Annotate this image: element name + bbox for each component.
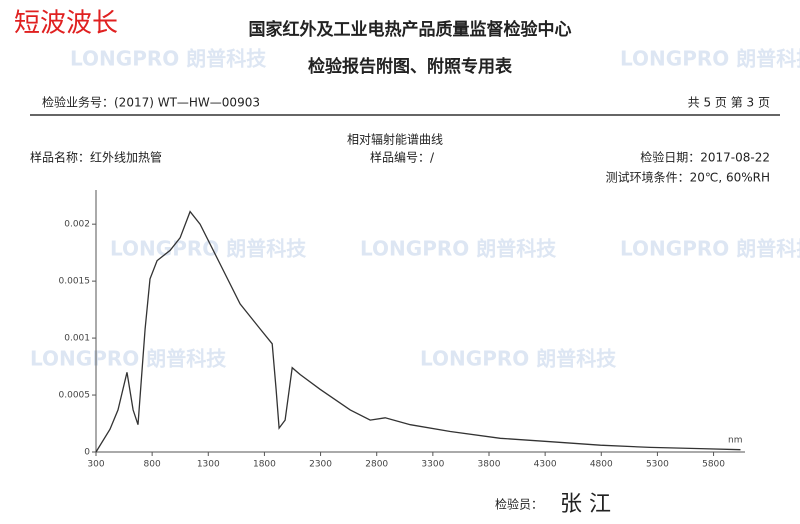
- chart-title: 相对辐射能谱曲线: [347, 132, 443, 147]
- watermark: LONGPRO 朗普科技: [360, 237, 557, 261]
- watermark: LONGPRO 朗普科技: [70, 47, 267, 71]
- y-tick-label: 0.0015: [59, 277, 91, 287]
- signature: 张 江: [560, 492, 611, 517]
- x-tick-label: 2300: [309, 460, 332, 470]
- x-tick-label: 1300: [197, 460, 220, 470]
- x-tick-label: 2800: [365, 460, 388, 470]
- x-tick-label: 4800: [590, 460, 613, 470]
- header-title: 国家红外及工业电热产品质量监督检验中心: [249, 19, 572, 40]
- date: 检验日期：2017-08-22: [640, 150, 770, 165]
- x-tick-label: 800: [144, 460, 161, 470]
- x-tick-label: 5300: [646, 460, 669, 470]
- watermark: LONGPRO 朗普科技: [620, 237, 800, 261]
- y-tick-label: 0.001: [64, 334, 90, 344]
- watermark: LONGPRO 朗普科技: [420, 347, 617, 371]
- environment: 测试环境条件：20℃, 60%RH: [606, 170, 770, 185]
- x-tick-label: 3800: [478, 460, 501, 470]
- page-no: 共 5 页 第 3 页: [688, 96, 770, 110]
- y-tick-label: 0: [84, 448, 90, 458]
- x-tick-label: 4300: [534, 460, 557, 470]
- watermark: LONGPRO 朗普科技: [620, 47, 800, 71]
- x-tick-label: 3300: [421, 460, 444, 470]
- inspector: 检验员：: [495, 497, 543, 512]
- x-tick-label: 1800: [253, 460, 276, 470]
- business-no: 检验业务号：(2017) WT—HW—00903: [42, 95, 260, 110]
- sample-name: 样品名称：红外线加热管: [30, 150, 162, 165]
- sample-no: 样品编号：/: [370, 150, 435, 165]
- spectrum-line: [95, 210, 741, 453]
- x-tick-label: 5800: [702, 460, 725, 470]
- header-subtitle: 检验报告附图、附照专用表: [308, 56, 513, 77]
- red-label: 短波波长: [14, 9, 118, 39]
- y-tick-label: 0.002: [64, 220, 90, 230]
- x-tick-label: 300: [87, 460, 104, 470]
- y-tick-label: 0.0005: [59, 391, 91, 401]
- watermark: LONGPRO 朗普科技: [30, 347, 227, 371]
- x-unit: nm: [728, 436, 742, 446]
